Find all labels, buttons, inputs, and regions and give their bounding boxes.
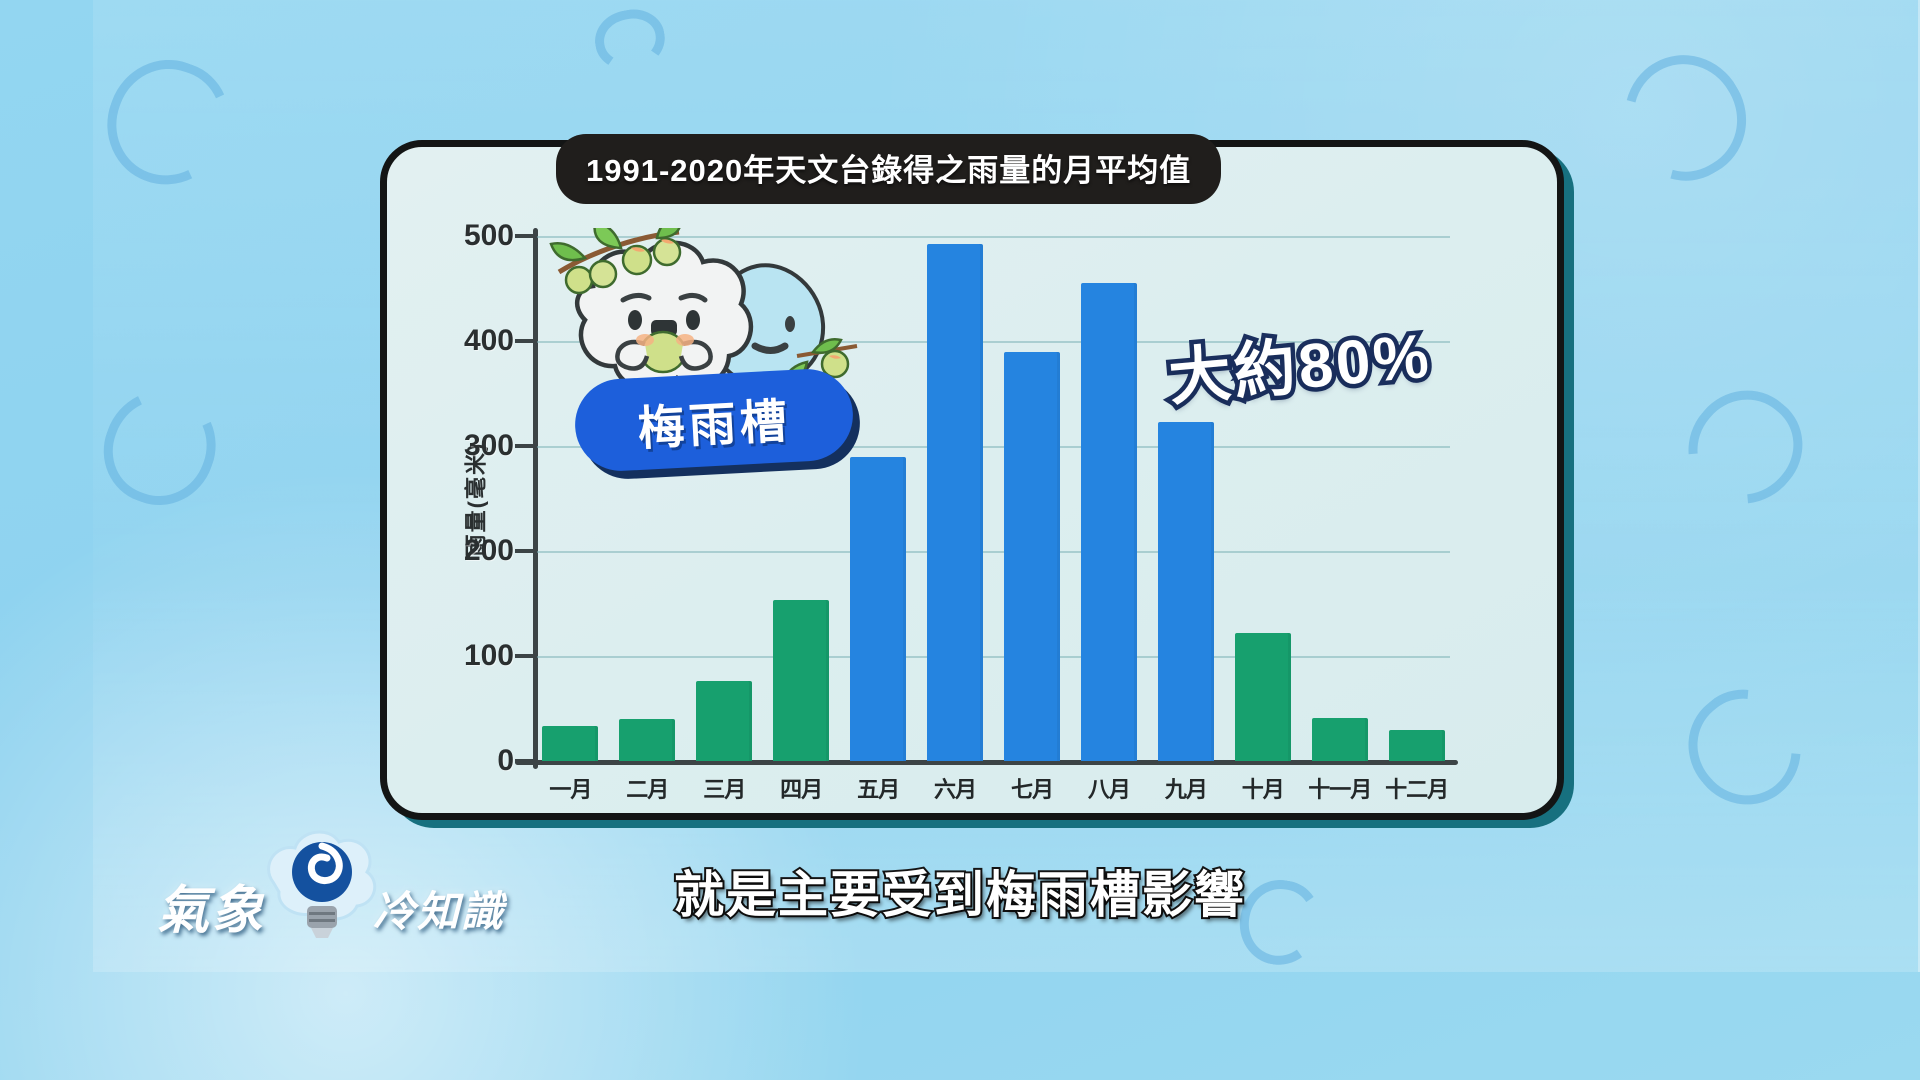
gridline-300 [537, 446, 1450, 448]
ytick-mark-400 [515, 339, 535, 343]
chart-title: 1991-2020年天文台錄得之雨量的月平均值 [556, 134, 1222, 204]
gridline-400 [537, 341, 1450, 343]
bar-jul[interactable] [1003, 351, 1060, 761]
x-axis-labels: 一月 二月 三月 四月 五月 六月 七月 八月 九月 十月 十一月 十二月 [537, 772, 1450, 804]
bar-jun[interactable] [927, 244, 983, 761]
program-logo: 氣象 冷知識 [155, 820, 505, 960]
bar-apr[interactable] [773, 600, 830, 761]
ytick-mark-0 [515, 759, 535, 763]
logo-text-left: 氣象 [157, 882, 266, 940]
bar-slot-nov [1306, 236, 1373, 761]
bar-nov[interactable] [1311, 717, 1368, 761]
bar-dec[interactable] [1388, 729, 1445, 761]
bar-feb[interactable] [619, 719, 676, 761]
ytick-label-500: 500 [463, 219, 514, 252]
xlabel-jun: 六月 [934, 777, 977, 802]
ytick-label-400: 400 [463, 324, 514, 357]
bar-sep[interactable] [1157, 421, 1214, 761]
bar-slot-aug [1076, 236, 1143, 761]
xlabel-mar: 三月 [703, 777, 746, 802]
xlabel-aug: 八月 [1087, 777, 1131, 802]
ytick-mark-100 [515, 654, 535, 658]
xlabel-sep: 九月 [1164, 777, 1208, 802]
bar-slot-jul [999, 236, 1066, 761]
bar-mar[interactable] [696, 681, 753, 761]
bar-slot-dec [1383, 236, 1450, 761]
plum-branch-right [781, 338, 858, 384]
logo-text-right: 冷知識 [373, 888, 506, 935]
bar-slot-may [845, 236, 912, 761]
xlabel-dec: 十二月 [1385, 777, 1449, 802]
xlabel-may: 五月 [857, 777, 900, 802]
xlabel-jan: 一月 [549, 777, 592, 802]
mascot-group [549, 228, 858, 392]
ytick-mark-200 [515, 549, 535, 553]
x-axis-line [515, 760, 1458, 765]
bar-slot-apr [768, 236, 835, 761]
ytick-label-200: 200 [463, 534, 514, 567]
subtitle-caption: 就是主要受到梅雨槽影響 [672, 865, 1246, 925]
gridline-100 [537, 656, 1450, 658]
xlabel-apr: 四月 [780, 777, 823, 802]
ytick-mark-300 [515, 444, 535, 448]
y-axis-line [533, 228, 538, 769]
xlabel-oct: 十月 [1241, 777, 1285, 802]
ytick-label-300: 300 [463, 429, 514, 462]
xlabel-feb: 二月 [626, 777, 669, 802]
plot-area: 雨量(毫米) 500 400 300 200 100 0 [463, 219, 1458, 777]
ytick-label-100: 100 [463, 639, 514, 672]
ytick-label-0: 0 [497, 744, 514, 777]
xlabel-nov: 十一月 [1308, 777, 1372, 802]
lightbulb-cloud-icon [267, 830, 377, 938]
xlabel-jul: 七月 [1010, 777, 1054, 802]
ytick-mark-500 [515, 234, 535, 238]
gridline-200 [537, 551, 1450, 553]
gridline-500 [537, 236, 1450, 238]
plum-branch-crown [549, 228, 682, 295]
meiyu-trough-label[interactable]: 梅雨槽 [572, 366, 856, 474]
bar-slot-feb [614, 236, 681, 761]
bar-may[interactable] [850, 456, 907, 761]
bar-series [537, 236, 1450, 761]
bar-slot-jun [922, 236, 989, 761]
bar-aug[interactable] [1080, 283, 1137, 761]
bar-jan[interactable] [542, 726, 599, 761]
bar-oct[interactable] [1234, 632, 1291, 761]
bar-slot-sep [1153, 236, 1220, 761]
bar-slot-oct [1229, 236, 1296, 761]
bar-slot-jan [537, 236, 604, 761]
bar-slot-mar [691, 236, 758, 761]
cloud-mascot [574, 240, 754, 392]
